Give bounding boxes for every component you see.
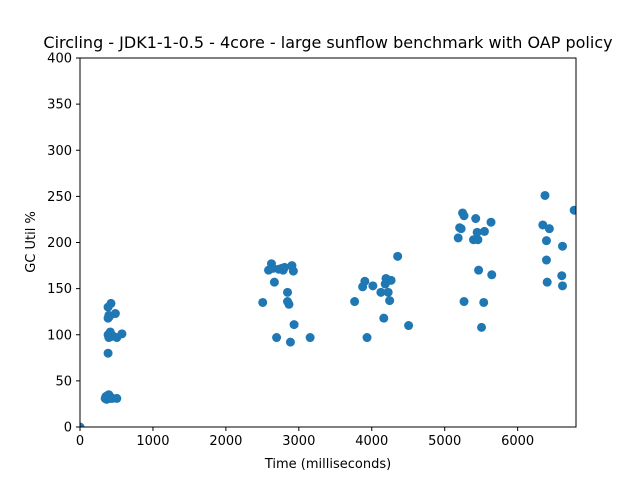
y-tick-label: 50: [55, 374, 72, 389]
data-point-51: [379, 313, 389, 323]
data-point-71: [477, 322, 487, 332]
data-point-48: [362, 333, 372, 343]
x-tick-label: 4000: [355, 434, 388, 449]
data-point-82: [557, 271, 567, 281]
data-point-32: [272, 333, 282, 343]
data-point-62: [456, 224, 466, 234]
data-point-50: [376, 287, 386, 297]
data-point-72: [479, 297, 489, 307]
y-axis-ticks: 0 50 100 150 200 250 300 350 400: [47, 52, 80, 436]
x-tick-label: 0: [76, 434, 84, 449]
x-tick-label: 3000: [282, 434, 315, 449]
data-point-67: [471, 214, 481, 224]
data-point-27: [258, 297, 268, 307]
data-point-78: [541, 255, 551, 265]
data-point-85: [569, 205, 576, 215]
data-point-60: [453, 233, 463, 243]
y-tick-label: 100: [47, 328, 72, 343]
data-point-43: [289, 320, 299, 330]
data-point-47: [360, 276, 370, 286]
data-point-75: [487, 270, 497, 280]
data-point-83: [558, 241, 568, 251]
data-point-55: [383, 287, 393, 297]
y-tick-label: 250: [47, 190, 72, 205]
x-tick-label: 5000: [428, 434, 461, 449]
data-point-36: [280, 262, 290, 272]
data-point-0: [80, 422, 85, 427]
x-tick-label: 6000: [501, 434, 534, 449]
data-point-39: [284, 299, 294, 309]
y-tick-label: 350: [47, 98, 72, 113]
data-point-59: [404, 321, 414, 331]
data-point-57: [386, 275, 396, 285]
x-tick-label: 1000: [136, 434, 169, 449]
data-point-11: [112, 393, 122, 403]
data-point-77: [540, 190, 550, 200]
data-point-74: [486, 217, 496, 227]
y-tick-label: 0: [64, 421, 72, 436]
plot-frame: [79, 57, 577, 428]
data-point-70: [474, 265, 484, 275]
x-axis-label: Time (milliseconds): [264, 457, 391, 472]
data-point-84: [558, 281, 568, 291]
data-point-79: [541, 236, 551, 246]
y-tick-label: 200: [47, 236, 72, 251]
y-axis-label: GC Util %: [24, 211, 39, 273]
data-point-49: [368, 281, 378, 291]
data-point-44: [305, 333, 315, 343]
data-point-76: [538, 220, 548, 230]
y-tick-label: 300: [47, 144, 72, 159]
data-point-56: [385, 296, 395, 306]
data-point-68: [472, 227, 482, 237]
data-points: [80, 190, 576, 427]
x-tick-label: 2000: [209, 434, 242, 449]
data-point-40: [285, 337, 295, 347]
data-point-65: [459, 211, 469, 221]
data-point-64: [459, 297, 469, 307]
data-point-73: [479, 226, 489, 236]
data-point-20: [117, 329, 127, 339]
y-tick-label: 150: [47, 282, 72, 297]
data-point-37: [283, 287, 293, 297]
chart-title: Circling - JDK1-1-0.5 - 4core - large su…: [43, 33, 612, 52]
data-point-12: [103, 348, 113, 358]
data-point-81: [544, 224, 554, 234]
data-point-24: [110, 309, 120, 319]
data-point-45: [350, 297, 360, 307]
y-tick-label: 400: [47, 52, 72, 67]
x-axis-ticks: 0 1000 2000 3000 4000 5000 6000: [76, 427, 534, 449]
data-point-58: [393, 251, 403, 261]
data-point-26: [106, 298, 116, 308]
data-point-31: [269, 277, 279, 287]
data-point-80: [542, 277, 552, 287]
data-point-69: [473, 235, 483, 245]
data-point-42: [288, 266, 298, 276]
